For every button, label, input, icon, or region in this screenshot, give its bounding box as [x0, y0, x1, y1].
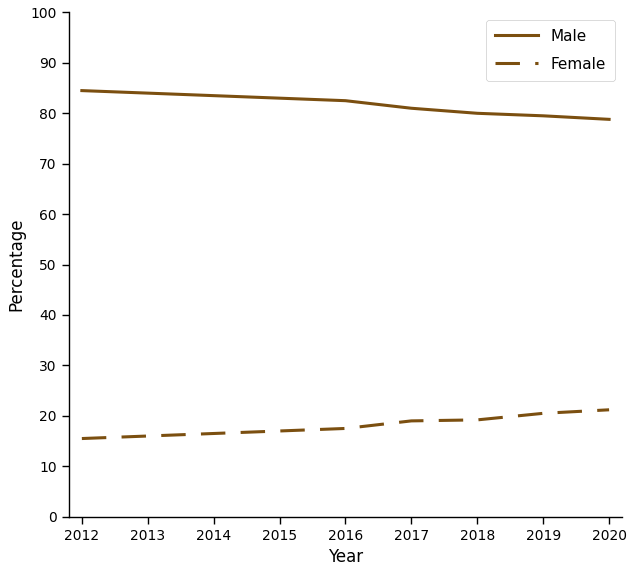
Male [210, 92, 217, 99]
Female [276, 427, 283, 434]
Female [605, 406, 613, 413]
Female [408, 418, 415, 425]
Male [605, 116, 613, 123]
Male [539, 112, 547, 119]
Y-axis label: Percentage: Percentage [7, 218, 25, 311]
Female [144, 433, 152, 439]
X-axis label: Year: Year [328, 548, 363, 566]
Female [342, 425, 349, 432]
Male [408, 105, 415, 112]
Male [474, 110, 481, 117]
Line: Male: Male [82, 91, 609, 119]
Female [539, 410, 547, 417]
Female [78, 435, 86, 442]
Male [276, 95, 283, 101]
Male [144, 90, 152, 97]
Female [210, 430, 217, 437]
Line: Female: Female [82, 410, 609, 438]
Male [78, 87, 86, 94]
Male [342, 97, 349, 104]
Legend: Male, Female: Male, Female [486, 20, 615, 81]
Female [474, 417, 481, 423]
